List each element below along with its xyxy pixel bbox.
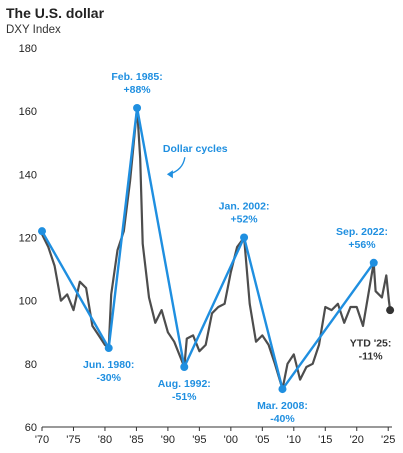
x-tick-label: '80: [98, 434, 112, 446]
x-tick-label: '05: [255, 434, 269, 446]
y-tick-label: 80: [25, 359, 37, 371]
cycle-point: [104, 344, 113, 353]
cycle-point: [369, 258, 378, 267]
dollar-cycles-label: Dollar cycles: [163, 143, 228, 155]
chart-subtitle: DXY Index: [6, 24, 61, 36]
annotation-change: +88%: [123, 84, 151, 96]
axes: 60 80 100 120 140 160 180 '70 '75 '80 '85 '90 '95 '00…: [19, 43, 396, 446]
y-tick-label: 140: [19, 169, 37, 181]
annotation-change: +52%: [230, 214, 258, 226]
dollar-cycles-arrowhead: [166, 170, 173, 179]
ytd-point: [386, 306, 395, 315]
x-tick-label: '15: [318, 434, 332, 446]
cycle-point: [278, 385, 287, 394]
annotation-date: Mar. 2008:: [257, 400, 308, 412]
annotation-change: -30%: [96, 372, 121, 384]
annotations: Feb. 1985:+88% Jun. 1980:-30% Aug. 1992:-5…: [83, 71, 391, 425]
x-tick-label: '75: [66, 434, 80, 446]
y-tick-label: 100: [19, 296, 37, 308]
cycle-point: [38, 227, 46, 236]
x-tick-label: '20: [350, 434, 364, 446]
ytd-label-change: -11%: [359, 350, 384, 362]
annotation-change: +56%: [348, 239, 376, 251]
annotation-date: Sep. 2022:: [336, 226, 388, 238]
y-tick-label: 180: [19, 43, 37, 55]
cycle-point: [240, 233, 249, 242]
x-tick-label: '25: [381, 434, 395, 446]
y-tick-label: 120: [19, 233, 37, 245]
y-tick-label: 160: [19, 106, 37, 118]
dxy-index-line: [41, 106, 392, 391]
annotation-date: Jan. 2002:: [219, 201, 270, 213]
annotation-change: -40%: [270, 413, 295, 425]
y-tick-label: 60: [25, 422, 37, 434]
ytd-label-date: YTD '25:: [350, 337, 392, 349]
cycle-point: [180, 362, 189, 371]
chart-title: The U.S. dollar: [6, 5, 105, 21]
series-lines: [38, 104, 395, 394]
cycle-point: [133, 104, 142, 113]
annotation-change: -51%: [172, 391, 197, 403]
x-tick-label: '90: [161, 434, 175, 446]
annotation-date: Jun. 1980:: [83, 359, 134, 371]
x-tick-label: '10: [287, 434, 301, 446]
annotation-date: Feb. 1985:: [111, 71, 162, 83]
annotation-date: Aug. 1992:: [158, 378, 211, 390]
x-tick-label: '00: [224, 434, 238, 446]
x-tick-label: '70: [35, 434, 49, 446]
x-tick-label: '95: [192, 434, 206, 446]
x-tick-label: '85: [129, 434, 143, 446]
